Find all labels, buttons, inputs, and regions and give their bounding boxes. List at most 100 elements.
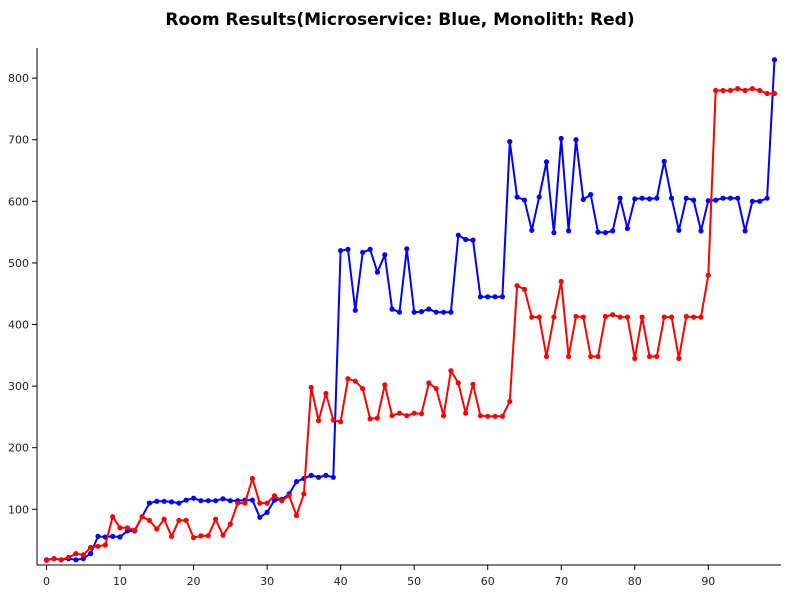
data-point (338, 419, 344, 425)
data-point (58, 557, 64, 563)
data-point (713, 87, 719, 94)
data-point (367, 246, 373, 252)
data-point (374, 269, 380, 275)
data-point (551, 314, 557, 320)
data-point (639, 314, 645, 320)
data-point (441, 413, 447, 419)
y-tick-label: 700 (8, 134, 29, 147)
data-point (139, 514, 145, 520)
data-point (669, 314, 675, 320)
data-point (396, 410, 403, 416)
data-point (588, 192, 594, 198)
data-point (191, 495, 197, 501)
data-point (330, 474, 336, 480)
data-point (338, 248, 344, 254)
data-point (191, 535, 197, 541)
data-point (176, 500, 182, 506)
data-point (43, 557, 50, 564)
data-point (352, 307, 358, 313)
data-point (330, 417, 336, 423)
data-point (580, 196, 586, 203)
data-point (720, 195, 726, 201)
data-point (198, 533, 204, 539)
data-point (683, 195, 689, 201)
data-point (595, 353, 601, 360)
x-tick-label: 70 (554, 575, 568, 588)
data-point (360, 386, 366, 392)
data-point (132, 527, 138, 533)
data-point (499, 413, 505, 419)
data-point (360, 249, 366, 255)
data-point (654, 353, 660, 360)
data-point (602, 230, 609, 236)
data-point (691, 197, 697, 203)
data-point (588, 353, 594, 360)
data-point (213, 498, 219, 504)
data-point (279, 498, 285, 504)
data-point (764, 195, 770, 201)
data-point (382, 382, 388, 388)
data-point (669, 195, 675, 201)
data-point (411, 410, 417, 416)
data-point (154, 498, 160, 504)
y-tick-label: 800 (8, 72, 29, 85)
data-point (727, 195, 734, 201)
data-point (654, 195, 660, 201)
data-point (426, 306, 432, 312)
x-tick-label: 50 (407, 575, 421, 588)
data-point (66, 554, 72, 560)
series-line (46, 87, 775, 562)
data-point (455, 232, 461, 238)
data-point (168, 533, 175, 540)
data-point (316, 418, 322, 424)
data-point (448, 368, 454, 374)
data-point (624, 225, 631, 231)
data-point (117, 534, 123, 540)
data-point (521, 197, 528, 203)
data-point (463, 410, 469, 416)
data-point (705, 198, 711, 204)
data-point (676, 227, 682, 233)
data-point (264, 500, 270, 506)
data-point (161, 516, 167, 522)
x-ticks: 0 10 20 30 40 50 60 70 80 90 (43, 565, 715, 588)
data-point (426, 380, 432, 386)
data-point (124, 525, 130, 531)
data-point (757, 87, 763, 94)
data-point (735, 195, 741, 201)
data-point (610, 312, 616, 318)
data-point (323, 390, 329, 397)
data-point (433, 309, 439, 315)
data-point (308, 472, 314, 478)
data-point (389, 306, 395, 312)
data-point (448, 309, 454, 315)
y-tick-label: 400 (8, 319, 29, 332)
data-point (573, 137, 579, 143)
data-point (485, 413, 491, 419)
series-1 (43, 86, 778, 564)
data-point (661, 158, 667, 164)
data-point (146, 500, 152, 506)
data-point (176, 517, 182, 524)
series-0 (43, 57, 778, 563)
data-point (161, 498, 167, 504)
data-point (573, 313, 579, 320)
x-tick-label: 0 (43, 575, 50, 588)
data-point (507, 139, 513, 145)
x-tick-label: 10 (113, 575, 127, 588)
x-tick-label: 40 (334, 575, 348, 588)
data-point (293, 479, 300, 485)
data-point (95, 533, 101, 540)
data-point (345, 376, 351, 382)
data-point (720, 87, 726, 94)
data-point (220, 496, 226, 502)
data-point (691, 314, 697, 320)
data-point (632, 355, 638, 361)
data-point (227, 498, 233, 504)
data-point (271, 493, 278, 499)
data-point (411, 309, 417, 315)
data-point (404, 246, 410, 252)
data-point (352, 378, 358, 384)
data-point (499, 294, 505, 300)
data-point (543, 159, 550, 165)
